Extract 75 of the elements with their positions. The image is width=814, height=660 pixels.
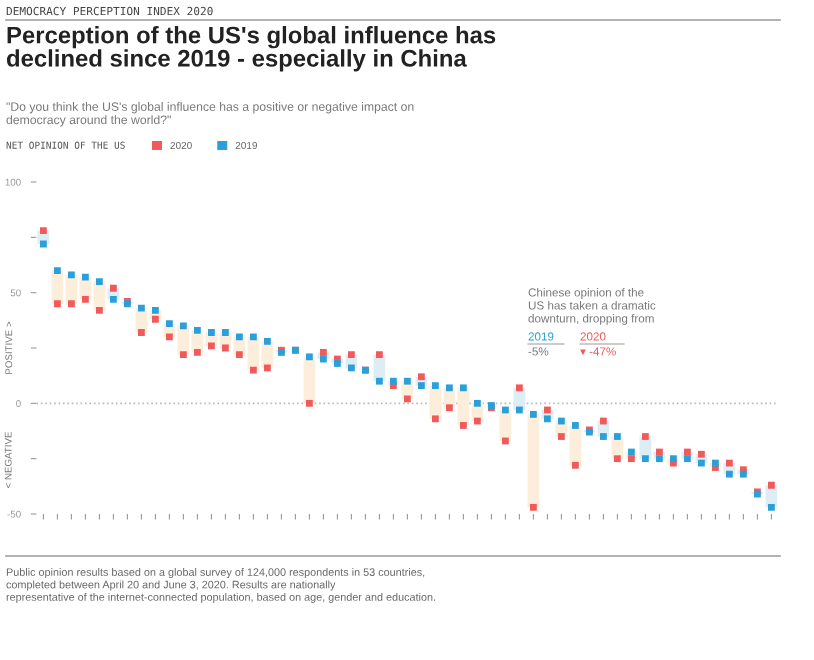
point xyxy=(222,344,229,352)
point xyxy=(54,267,61,274)
point xyxy=(600,433,607,440)
point xyxy=(194,349,201,356)
point xyxy=(40,227,47,235)
point xyxy=(530,411,537,418)
point xyxy=(376,377,383,385)
point xyxy=(614,455,621,463)
point xyxy=(516,384,523,392)
point xyxy=(264,364,271,372)
point xyxy=(572,422,579,429)
point xyxy=(264,337,271,345)
point xyxy=(180,322,187,330)
point xyxy=(404,377,411,385)
point xyxy=(558,433,565,440)
point xyxy=(446,384,453,392)
point xyxy=(502,406,509,414)
point xyxy=(502,437,509,445)
point xyxy=(82,273,89,281)
point xyxy=(166,333,173,341)
point xyxy=(698,459,705,467)
point xyxy=(726,459,733,467)
point xyxy=(642,433,649,440)
point xyxy=(348,364,355,372)
point xyxy=(68,300,75,308)
point xyxy=(250,366,257,374)
point xyxy=(460,384,467,392)
point xyxy=(460,422,467,429)
point xyxy=(110,284,117,292)
point xyxy=(54,300,61,308)
point xyxy=(474,399,481,407)
point xyxy=(236,333,243,341)
point xyxy=(306,399,313,407)
point xyxy=(614,433,621,440)
point xyxy=(404,395,411,403)
point xyxy=(222,329,229,336)
point xyxy=(138,329,145,336)
point xyxy=(138,304,145,312)
point xyxy=(572,461,579,469)
point xyxy=(544,406,551,414)
point xyxy=(306,353,313,361)
point xyxy=(96,278,103,285)
point xyxy=(642,455,649,463)
point xyxy=(544,415,551,423)
point xyxy=(558,417,565,425)
point xyxy=(82,295,89,303)
chart-title: Perception of the US's global influence has declined since 2019 - especially in China xyxy=(6,26,496,72)
point xyxy=(530,503,537,511)
point xyxy=(194,326,201,334)
point xyxy=(698,450,705,458)
point xyxy=(768,481,775,489)
point xyxy=(726,470,733,478)
point xyxy=(768,503,775,511)
point xyxy=(152,306,159,314)
point xyxy=(208,329,215,336)
point xyxy=(166,320,173,328)
point xyxy=(418,382,425,390)
point xyxy=(180,351,187,359)
point xyxy=(432,415,439,423)
point xyxy=(376,351,383,359)
point xyxy=(110,295,117,303)
point xyxy=(250,333,257,341)
point xyxy=(516,406,523,414)
point xyxy=(152,315,159,323)
point xyxy=(96,306,103,314)
point xyxy=(474,417,481,425)
point xyxy=(432,382,439,390)
point xyxy=(446,404,453,412)
point xyxy=(40,240,47,248)
point xyxy=(236,351,243,359)
point xyxy=(600,417,607,425)
point xyxy=(348,351,355,359)
point xyxy=(418,373,425,381)
point xyxy=(68,271,75,279)
point xyxy=(208,342,215,350)
